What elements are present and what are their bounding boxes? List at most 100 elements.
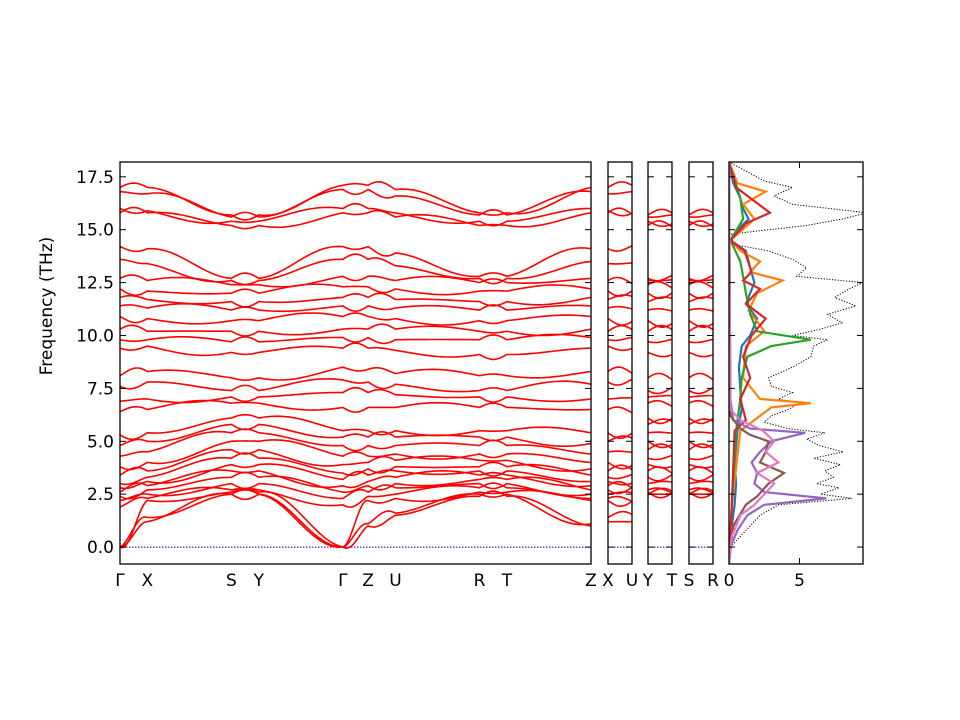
phonon-band [120,181,591,221]
phonon-band [120,292,591,308]
phonon-band [608,486,632,495]
phonon-band [648,491,672,499]
phonon-band [120,471,591,500]
phonon-band [608,435,632,443]
high-symmetry-point-label: R [707,571,719,591]
y-tick-label: 15.0 [76,221,114,241]
phonon-band [689,417,713,425]
high-symmetry-point-label: Z [362,571,374,591]
phonon-band [608,397,632,400]
phonon-band [689,480,713,485]
high-symmetry-point-label: S [226,571,237,591]
phonon-band [689,394,713,398]
phonon-band [648,487,672,494]
band-lines [689,208,713,548]
phonon-band [120,452,591,486]
phonon-band [689,387,713,395]
phonon-band [608,499,632,508]
high-symmetry-point-label: T [501,571,513,591]
phonon-band [608,450,632,454]
phonon-band [608,190,632,195]
phonon-band [120,413,591,441]
phonon-band [120,366,591,382]
dos-panel [728,161,864,565]
high-symmetry-point-label: U [389,571,401,591]
phonon-band [689,487,713,494]
phonon-band [689,220,713,228]
dos-curves [729,162,863,564]
phonon-band [120,488,591,549]
phonon-band [689,440,713,449]
phonon-band [120,283,591,297]
band-panel-frame [119,161,592,565]
phonon-band [608,276,632,285]
phonon-band [648,431,672,435]
phonon-band [120,463,591,490]
phonon-band [608,290,632,298]
y-tick-label: 0.0 [87,538,114,558]
phonon-band [608,432,632,440]
phonon-band [120,312,591,326]
y-tick-label: 10.0 [76,326,114,346]
y-tick-label: 12.5 [76,274,114,294]
high-symmetry-point-label: Y [642,571,654,591]
y-tick-label: 17.5 [76,168,114,188]
phonon-band [689,274,713,282]
phonon-band [648,320,672,328]
band-lines [120,181,591,550]
phonon-band [689,351,713,358]
phonon-band [689,399,713,408]
phonon-band [608,181,632,189]
phonon-band [608,345,632,352]
phonon-band [689,418,713,426]
phonon-band [689,308,713,312]
phonon-band [648,399,672,408]
high-symmetry-point-label: Γ [338,571,348,591]
high-symmetry-point-label: R [474,571,486,591]
phonon-band [689,372,713,381]
phonon-band [608,480,632,486]
phonon-band [648,338,672,344]
band-lines [648,208,672,548]
high-symmetry-point-label: S [684,571,695,591]
projected-dos-curve [729,162,811,564]
phonon-band [120,378,591,393]
phonon-band [120,274,591,288]
phonon-band [648,417,672,425]
phonon-band [689,208,713,216]
phonon-band [648,394,672,398]
phonon-band [608,209,632,217]
band-panel-2 [607,161,633,565]
phonon-band [608,491,632,495]
phonon-band [648,387,672,395]
phonon-band [120,342,591,361]
phonon-band [648,418,672,426]
phonon-band [608,366,632,374]
phonon-band [608,336,632,342]
projected-dos-curve [729,162,781,564]
high-symmetry-point-label: U [626,571,638,591]
phonon-band [689,491,713,499]
phonon-band [689,463,713,469]
total-dos-curve [729,162,863,564]
dos-panel-frame [728,161,864,565]
phonon-band [120,206,591,230]
y-tick-label: 5.0 [87,432,114,452]
band-panel-frame [647,161,673,565]
phonon-band [608,406,632,414]
phonon-band [648,308,672,312]
phonon-band [120,489,591,550]
phonon-band [608,495,632,503]
phonon-band [608,317,632,326]
phonon-band [608,461,632,470]
y-tick-label: 7.5 [87,379,114,399]
phonon-band [648,324,672,332]
phonon-band [648,208,672,216]
projected-dos-curve [729,162,773,564]
phonon-band [608,262,632,265]
phonon-band [648,474,672,482]
phonon-band [648,220,672,228]
phonon-band [120,202,591,227]
